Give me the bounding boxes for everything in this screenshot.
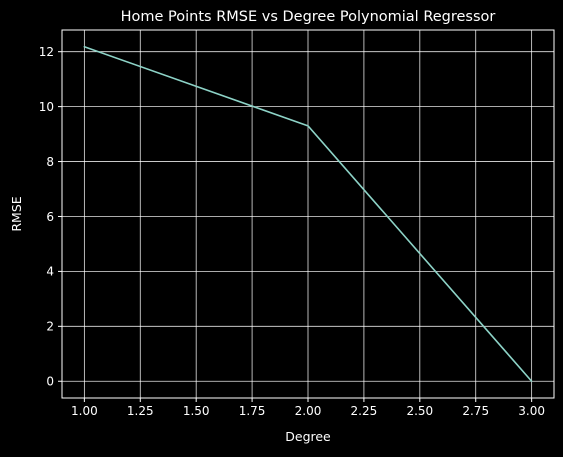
grid-lines — [62, 30, 554, 398]
y-tick-label: 2 — [46, 320, 54, 334]
y-tick-label: 0 — [46, 375, 54, 389]
x-axis-label: Degree — [285, 429, 331, 444]
y-tick-label: 6 — [46, 210, 54, 224]
x-axis-ticks: 1.00 1.25 1.50 1.75 2.00 2.25 2.50 2.75 3.00 — [71, 398, 545, 418]
series-lines — [83, 45, 533, 383]
x-tick-label: 1.75 — [239, 404, 266, 418]
x-tick-label: 1.25 — [127, 404, 154, 418]
y-tick-label: 8 — [46, 155, 54, 169]
y-tick-label: 4 — [46, 265, 54, 279]
y-axis-ticks: 0 2 4 6 8 10 12 — [39, 45, 62, 389]
x-tick-label: 1.50 — [183, 404, 210, 418]
series-line — [83, 45, 533, 383]
x-tick-label: 2.00 — [295, 404, 322, 418]
x-tick-label: 2.50 — [406, 404, 433, 418]
y-axis-label: RMSE — [9, 196, 24, 231]
x-tick-label: 3.00 — [518, 404, 545, 418]
x-tick-label: 2.25 — [351, 404, 378, 418]
y-tick-label: 10 — [39, 100, 54, 114]
y-tick-label: 12 — [39, 45, 54, 59]
x-tick-label: 1.00 — [71, 404, 98, 418]
chart-title: Home Points RMSE vs Degree Polynomial Re… — [121, 9, 496, 25]
x-tick-label: 2.75 — [462, 404, 489, 418]
